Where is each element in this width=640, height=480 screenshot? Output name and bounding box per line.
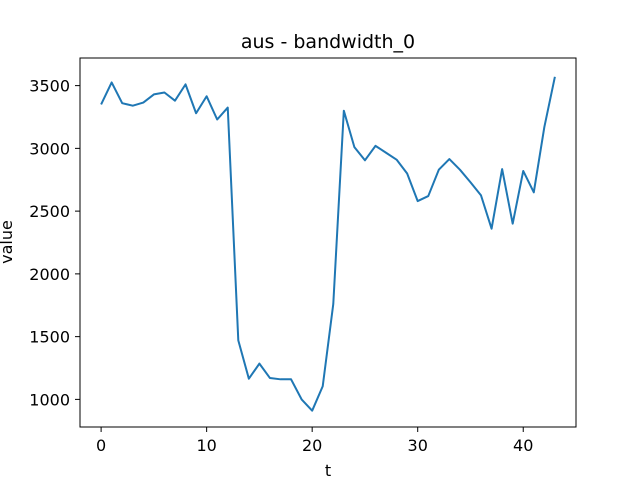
series-line	[100, 76, 556, 412]
x-axis-ticks: 0 10 20 30 40	[96, 427, 533, 455]
chart-title: aus - bandwidth_0	[241, 31, 415, 53]
y-tick-label: 3500	[29, 77, 70, 96]
y-tick-label: 1500	[29, 328, 70, 347]
y-tick-label: 3000	[29, 139, 70, 158]
y-axis-title: value	[0, 220, 16, 264]
x-tick-label: 40	[513, 436, 533, 455]
x-tick-label: 30	[408, 436, 428, 455]
plot-area	[100, 76, 556, 412]
plot-frame	[79, 57, 577, 428]
y-axis-ticks: 1000 1500 2000 2500 3000 3500	[29, 77, 80, 409]
x-tick-label: 20	[302, 436, 322, 455]
x-tick-label: 10	[196, 436, 216, 455]
x-tick-label: 0	[96, 436, 106, 455]
x-axis-title: t	[325, 461, 331, 480]
y-tick-label: 1000	[29, 390, 70, 409]
y-tick-label: 2000	[29, 265, 70, 284]
y-tick-label: 2500	[29, 202, 70, 221]
